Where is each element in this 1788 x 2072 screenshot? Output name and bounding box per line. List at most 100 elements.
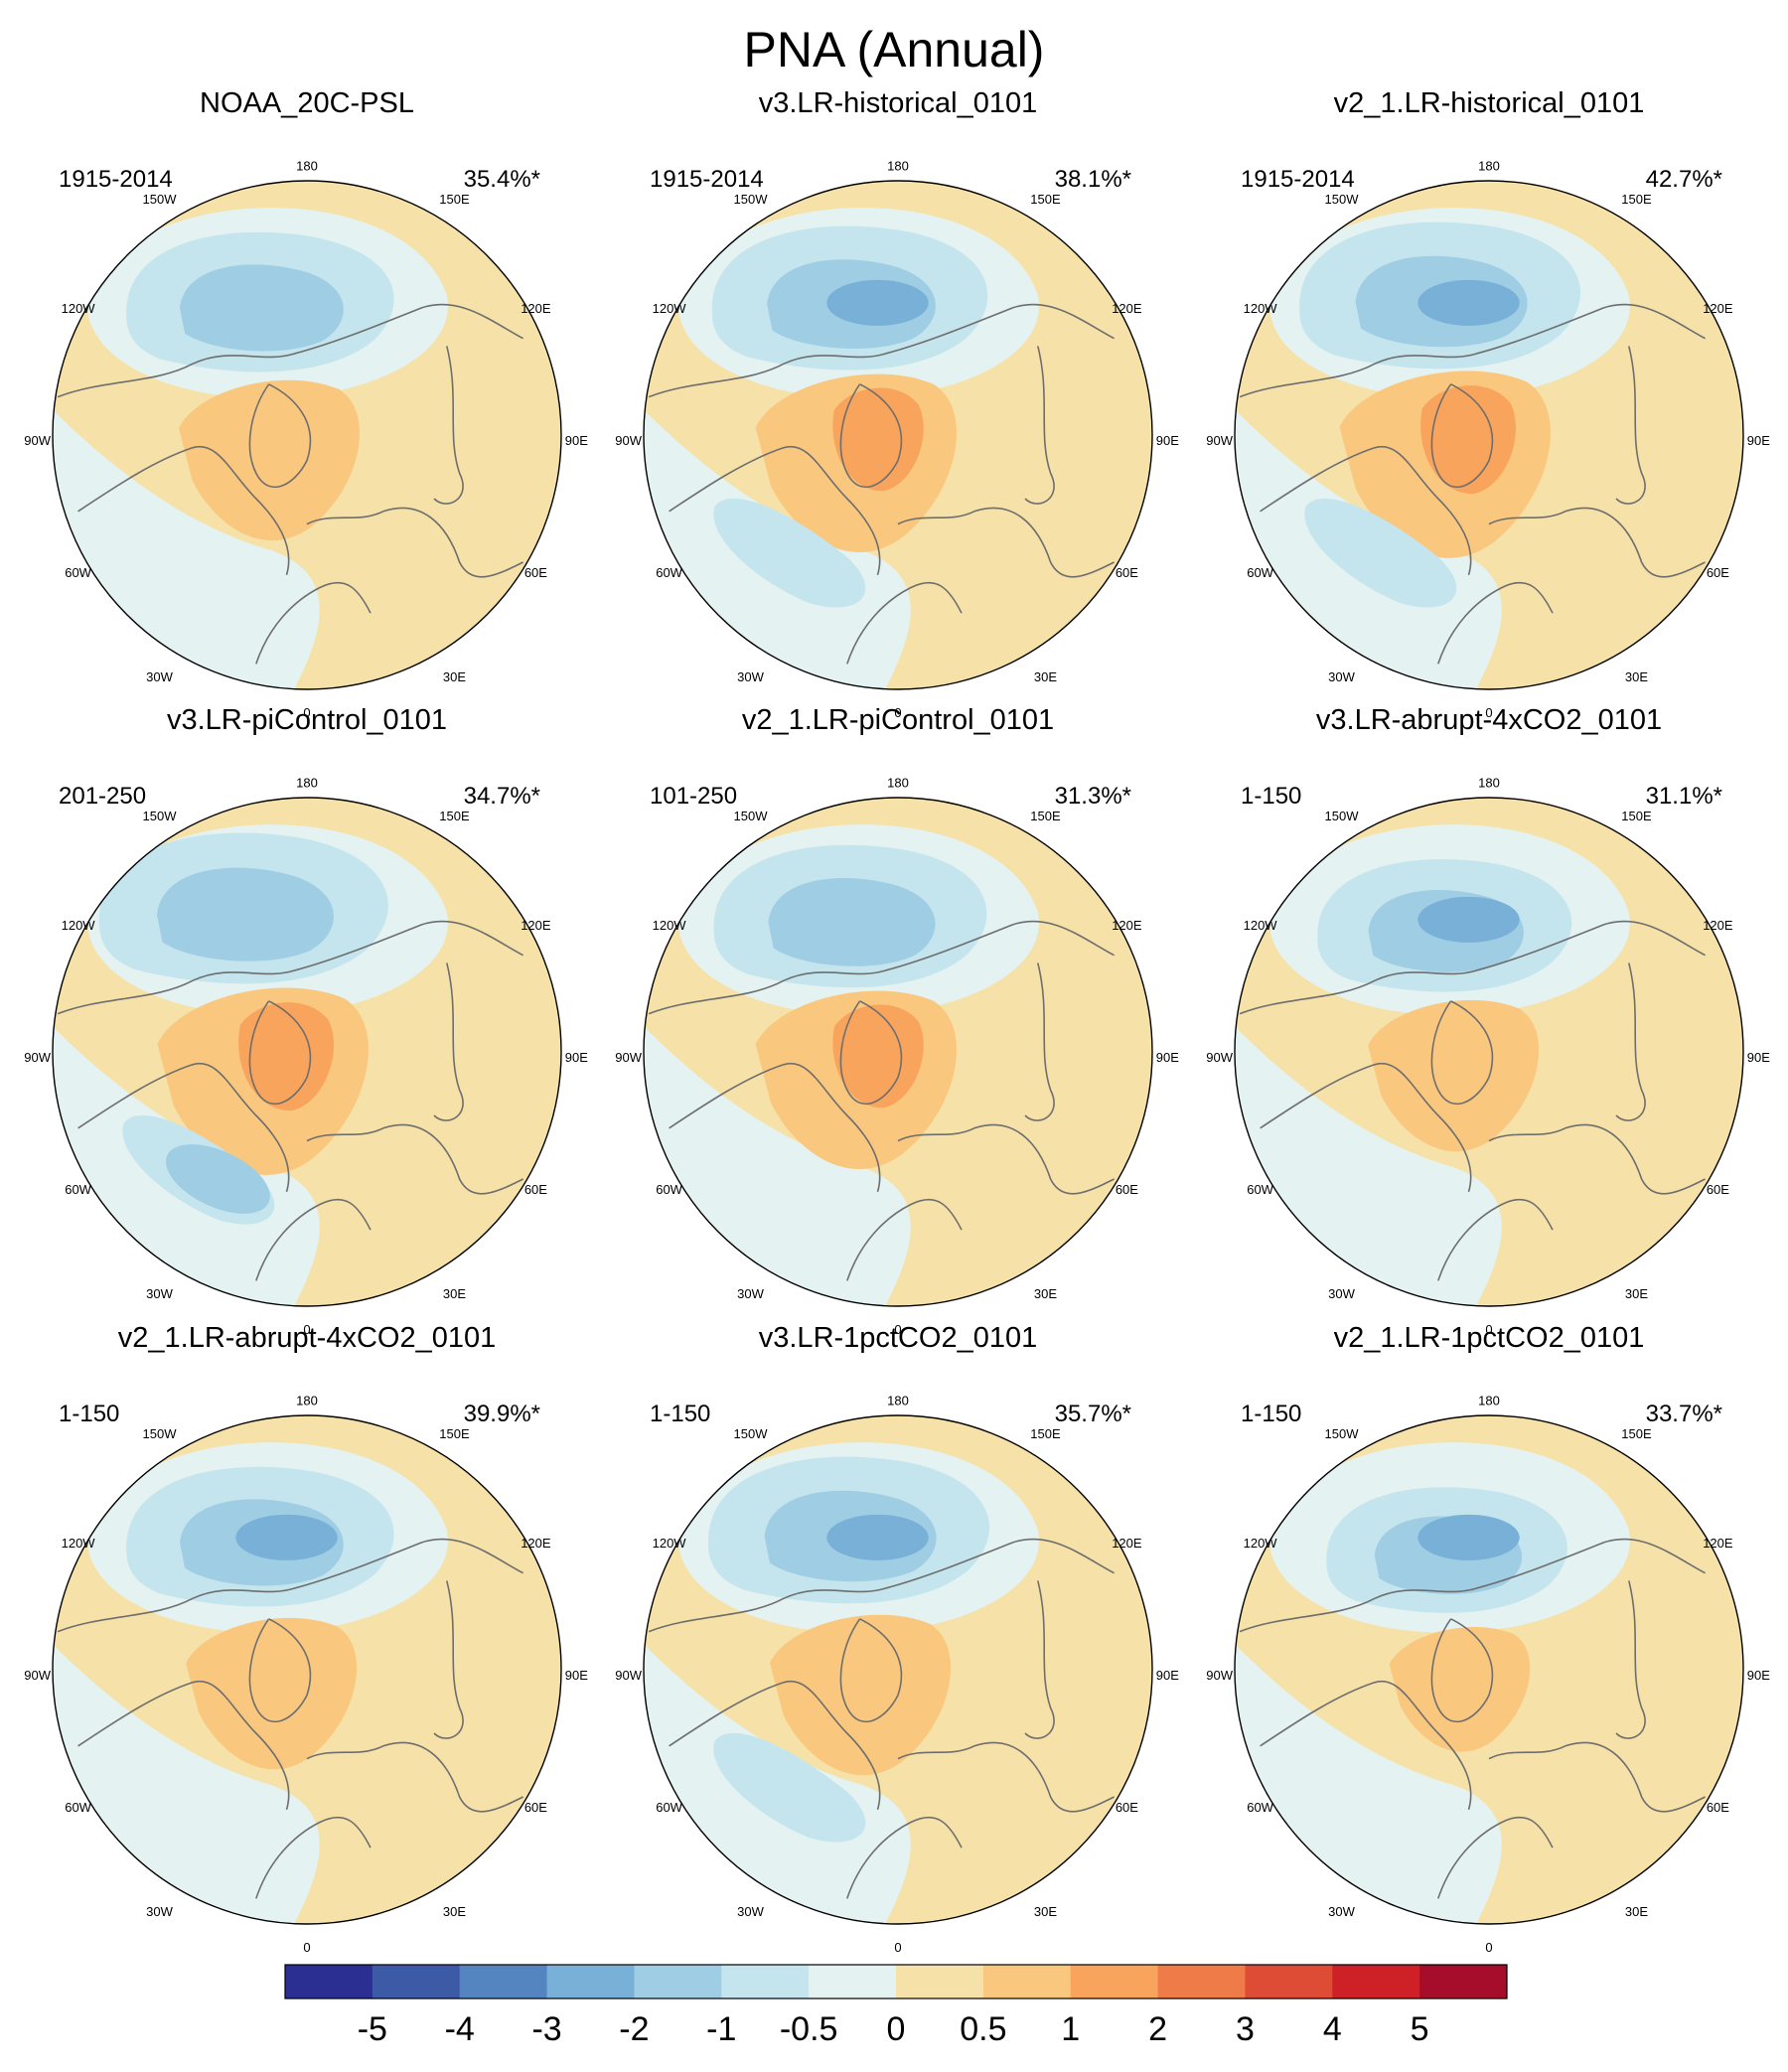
map-border (643, 180, 1153, 690)
longitude-label: 90E (1747, 1668, 1770, 1683)
longitude-label: 0 (894, 1940, 901, 1955)
longitude-label: 90E (1156, 1050, 1179, 1065)
coastline (1025, 346, 1054, 504)
contour-region (235, 1514, 338, 1560)
longitude-label: 30E (1034, 669, 1057, 684)
panel-title: v3.LR-abrupt-4xCO2_0101 (1316, 704, 1662, 736)
longitude-label: 30E (443, 1286, 466, 1301)
longitude-label: 180 (1478, 776, 1500, 791)
coastline (1240, 1540, 1705, 1632)
map-panel: v2_1.LR-1pctCO2_0101 1-150 33.7%* 180 150E 12… (1206, 1322, 1770, 1955)
coastline (847, 583, 962, 665)
longitude-label: 150E (1030, 809, 1061, 823)
colorbar-label: 1 (1061, 2010, 1080, 2048)
coastline (249, 1619, 310, 1722)
longitude-label: 0 (894, 1322, 901, 1337)
longitude-label: 180 (296, 776, 318, 791)
longitude-label: 30W (737, 1286, 764, 1301)
longitude-label: 0 (303, 705, 310, 720)
colorbar-swatch (546, 1965, 635, 1998)
coastline (670, 1064, 880, 1192)
longitude-label: 90E (565, 433, 588, 448)
contour-region (186, 1617, 358, 1770)
longitude-label: 120W (1244, 301, 1278, 316)
longitude-label: 60E (1707, 565, 1729, 580)
longitude-label: 90W (24, 1050, 51, 1065)
longitude-label: 90E (1156, 1668, 1179, 1683)
longitude-label: 60E (1116, 1182, 1138, 1197)
longitude-label: 120W (653, 301, 687, 316)
coastline (847, 1818, 962, 1899)
longitude-label: 30W (146, 1904, 173, 1919)
map-border (643, 797, 1153, 1307)
contour-region (832, 1004, 924, 1109)
longitude-label: 180 (296, 159, 318, 174)
longitude-label: 60E (1707, 1182, 1729, 1197)
coastline (307, 1124, 523, 1193)
longitude-label: 0 (303, 1322, 310, 1337)
longitude-label: 120E (1703, 301, 1733, 316)
colorbar-label: -1 (706, 2010, 736, 2048)
coastline (1616, 962, 1645, 1120)
longitude-label: 150E (439, 1426, 470, 1441)
longitude-label: 90W (615, 1050, 642, 1065)
longitude-label: 30E (1034, 1904, 1057, 1919)
longitude-label: 90E (1747, 433, 1770, 448)
longitude-label: 60E (1116, 1800, 1138, 1815)
colorbar-label: 5 (1411, 2010, 1429, 2048)
panel-variance: 31.1%* (1646, 783, 1722, 810)
coastline (256, 583, 371, 665)
panel-years: 1915-2014 (1241, 166, 1355, 193)
longitude-label: 90W (615, 433, 642, 448)
panel-years: 1-150 (59, 1401, 119, 1427)
colorbar-label: -0.5 (780, 2010, 838, 2048)
longitude-label: 60W (656, 1182, 682, 1197)
longitude-label: 0 (1485, 705, 1492, 720)
map-border (52, 1414, 562, 1925)
longitude-label: 0 (1485, 1322, 1492, 1337)
contour-region (826, 279, 929, 326)
panel-variance: 39.9%* (464, 1401, 540, 1427)
longitude-label: 120W (1244, 1536, 1278, 1551)
colorbar-label: 4 (1323, 2010, 1342, 2048)
map-panel: v3.LR-1pctCO2_0101 1-150 35.7%* 180 150E 120E… (615, 1322, 1179, 1955)
colorbar-swatch (1419, 1965, 1508, 1998)
longitude-label: 30E (1625, 1904, 1648, 1919)
contour-region (769, 1614, 952, 1776)
longitude-label: 120E (1112, 1536, 1142, 1551)
longitude-label: 30W (737, 669, 764, 684)
coastline (1261, 1682, 1471, 1810)
map-panel: v2_1.LR-abrupt-4xCO2_0101 1-150 39.9%* 180 1… (24, 1322, 588, 1955)
panel-years: 1-150 (1241, 1401, 1301, 1427)
coastline (1616, 1580, 1645, 1738)
coastline (840, 384, 901, 488)
longitude-label: 60W (65, 565, 91, 580)
map-panel: v2_1.LR-piControl_0101 101-250 31.3%* 180 15… (615, 704, 1179, 1337)
longitude-label: 30E (1625, 1286, 1648, 1301)
longitude-label: 30W (737, 1904, 764, 1919)
colorbar-label: -5 (358, 2010, 387, 2048)
coastline (434, 346, 463, 504)
longitude-label: 150E (1621, 809, 1652, 823)
longitude-label: 90W (24, 433, 51, 448)
longitude-label: 120E (521, 918, 551, 933)
colorbar-swatch (285, 1965, 373, 1998)
panel-title: v3.LR-1pctCO2_0101 (759, 1322, 1038, 1354)
colorbar-label: 3 (1236, 2010, 1255, 2048)
coastline (1025, 962, 1054, 1120)
longitude-label: 120W (62, 1536, 96, 1551)
panel-title: v2_1.LR-historical_0101 (1334, 87, 1645, 119)
map-panel: v2_1.LR-historical_0101 1915-2014 42.7%* 18… (1206, 87, 1770, 720)
longitude-label: 30E (443, 1904, 466, 1919)
coastline (670, 447, 880, 575)
longitude-label: 60W (1247, 1182, 1273, 1197)
coastline (78, 447, 289, 575)
colorbar-swatch (1157, 1965, 1246, 1998)
coastline (840, 1619, 901, 1722)
longitude-label: 150W (734, 809, 769, 823)
coastline (1431, 384, 1492, 488)
longitude-label: 180 (1478, 159, 1500, 174)
longitude-label: 30W (1328, 1286, 1355, 1301)
coastline (1438, 583, 1553, 665)
